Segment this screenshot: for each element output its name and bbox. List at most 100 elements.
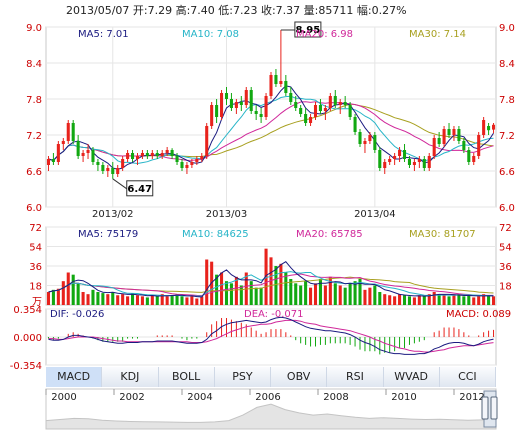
candle-body: [215, 105, 219, 117]
candle-body: [91, 150, 95, 162]
volume-bar: [51, 289, 55, 305]
volume-ytick-left: 万: [32, 297, 42, 308]
price-legend-ma30: MA30: 7.14: [409, 29, 466, 40]
timeline-left-handle[interactable]: [481, 396, 489, 420]
volume-bar: [427, 294, 431, 305]
candle-body: [145, 153, 149, 156]
volume-ytick-right: 72: [499, 223, 512, 234]
volume-ytick-right: 54: [499, 243, 512, 254]
volume-bar: [383, 294, 387, 305]
macd-dif-line: [48, 316, 494, 355]
candle-body: [363, 141, 367, 144]
candle-body: [383, 162, 387, 168]
volume-bar: [259, 287, 263, 305]
candle-body: [368, 135, 372, 141]
volume-bar: [111, 292, 115, 305]
candle-body: [402, 150, 407, 159]
volume-bar: [81, 292, 85, 305]
candle-body: [407, 159, 411, 165]
volume-bar: [333, 283, 337, 305]
timeline-history-area: [45, 403, 497, 430]
volume-bar: [412, 297, 416, 305]
volume-bar: [353, 281, 357, 305]
tab-rsi[interactable]: RSI: [327, 367, 384, 387]
candle-body: [160, 153, 164, 156]
price-ytick-left: 7.2: [26, 131, 42, 142]
candle-body: [254, 111, 258, 114]
tab-wvad[interactable]: WVAD: [383, 367, 440, 387]
candle-body: [200, 156, 204, 159]
candle-body: [442, 129, 446, 144]
candle-body: [66, 123, 70, 141]
timeline-right-handle[interactable]: [490, 396, 498, 420]
timeline-year-label: 2006: [255, 392, 280, 403]
volume-bar: [358, 279, 362, 305]
volume-bar: [487, 295, 491, 305]
volume-bar: [432, 292, 436, 305]
volume-bar: [234, 276, 238, 305]
macd-ytick: -0.354: [10, 361, 42, 372]
price-ytick-right: 8.4: [499, 59, 515, 70]
volume-bar: [76, 283, 80, 305]
volume-bar: [170, 295, 174, 305]
tab-obv[interactable]: OBV: [271, 367, 328, 387]
tab-cci[interactable]: CCI: [439, 367, 496, 387]
tab-psy[interactable]: PSY: [214, 367, 271, 387]
volume-bar: [106, 294, 110, 305]
candle-body: [81, 153, 85, 156]
candle-body: [482, 120, 486, 135]
candle-body: [393, 156, 397, 159]
tab-macd[interactable]: MACD: [46, 367, 103, 387]
volume-bar: [254, 287, 258, 305]
candle-body: [86, 150, 90, 153]
volume-bar: [363, 289, 367, 305]
candle-body: [249, 90, 253, 111]
volume-bar: [309, 287, 313, 305]
volume-bar: [116, 295, 120, 305]
volume-bar: [150, 295, 154, 305]
candle-body: [61, 141, 65, 144]
volume-bar: [205, 259, 209, 305]
candle-body: [224, 93, 229, 99]
volume-ytick-right: 36: [499, 262, 512, 273]
candle-body: [259, 114, 263, 117]
volume-bar: [417, 295, 421, 305]
annotation-leader: [112, 178, 128, 190]
volume-bar: [398, 294, 402, 305]
volume-bar: [482, 294, 486, 305]
candle-body: [343, 102, 347, 105]
tab-boll[interactable]: BOLL: [158, 367, 215, 387]
volume-bar: [200, 296, 204, 305]
tab-kdj[interactable]: KDJ: [102, 367, 159, 387]
candle-body: [220, 93, 224, 117]
volume-bar: [299, 285, 303, 305]
volume-bar: [101, 293, 105, 305]
price-xtick: 2013/03: [206, 209, 248, 220]
timeline-year-label: 2008: [323, 392, 348, 403]
volume-bar: [457, 294, 461, 305]
candle-body: [56, 144, 60, 162]
candle-body: [452, 129, 456, 135]
price-ytick-right: 9.0: [499, 23, 515, 34]
volume-ytick-left: 18: [29, 282, 42, 293]
candle-body: [353, 117, 357, 132]
volume-bar: [338, 285, 342, 305]
candle-body: [131, 153, 135, 159]
volume-bar: [220, 272, 224, 305]
volume-bar: [388, 295, 392, 305]
candle-body: [234, 102, 238, 108]
candle-body: [101, 165, 105, 171]
volume-bar: [378, 292, 382, 305]
price-xtick: 2013/04: [354, 209, 396, 220]
volume-bar: [249, 281, 253, 305]
volume-bar: [304, 281, 308, 305]
volume-bar: [442, 295, 446, 305]
volume-bar: [393, 296, 397, 305]
candle-body: [289, 93, 293, 102]
price-ytick-left: 8.4: [26, 59, 42, 70]
header-quote: 2013/05/07 开:7.29 高:7.40 低:7.23 收:7.37 量…: [66, 3, 407, 17]
volume-bar: [56, 288, 60, 305]
volume-bar: [407, 296, 411, 305]
timeline-year-label: 2000: [51, 392, 76, 403]
